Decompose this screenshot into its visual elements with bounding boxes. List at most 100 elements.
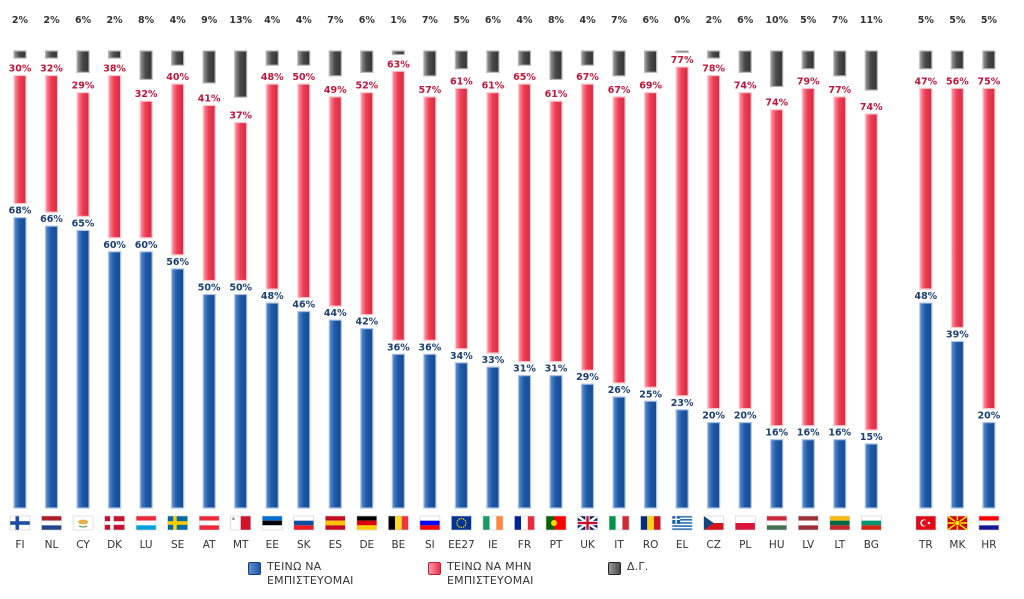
flag-sk-stripe-2 bbox=[293, 525, 314, 530]
label-trust-de: 42% bbox=[355, 317, 378, 328]
tick-label-fr: FR bbox=[518, 539, 531, 551]
flag-be-stripe-2 bbox=[401, 516, 409, 530]
label-trust-uk: 29% bbox=[576, 372, 599, 383]
tick-label-el: EL bbox=[676, 539, 689, 551]
label-distrust-lu: 32% bbox=[135, 89, 158, 100]
tick-label-se: SE bbox=[171, 539, 184, 551]
bar-trust-fr bbox=[517, 375, 532, 509]
legend-item-distrust: ΤΕΙΝΩ ΝΑ ΜΗΝ ΕΜΠΙΣΤΕΥΟΜΑΙ bbox=[428, 560, 567, 588]
label-dk-dk: 2% bbox=[107, 15, 124, 26]
flag-se-cross-h bbox=[167, 521, 188, 525]
label-distrust-mk: 56% bbox=[946, 76, 969, 87]
bar-dk-es bbox=[328, 50, 342, 77]
flag-eu-star-3 bbox=[460, 526, 463, 529]
label-distrust-es: 49% bbox=[324, 85, 347, 96]
label-distrust-lt: 77% bbox=[828, 85, 851, 96]
flag-eu-star-7 bbox=[456, 519, 459, 522]
label-trust-lv: 16% bbox=[797, 428, 820, 439]
tick-label-at: AT bbox=[203, 539, 216, 551]
flag-cz-white bbox=[703, 516, 724, 523]
label-trust-es: 44% bbox=[324, 308, 347, 319]
label-trust-sk: 46% bbox=[292, 300, 315, 311]
bar-dk-mt bbox=[234, 50, 248, 98]
tick-label-lv: LV bbox=[802, 539, 815, 551]
bar-trust-cy bbox=[76, 229, 90, 509]
label-trust-bg: 15% bbox=[860, 432, 883, 443]
tick-label-it: IT bbox=[614, 539, 624, 551]
label-distrust-pl: 74% bbox=[734, 81, 757, 92]
tick-label-ee27: EE27 bbox=[448, 539, 475, 551]
flag-de-stripe-0 bbox=[356, 516, 377, 521]
flag-pt-emblem bbox=[551, 520, 558, 526]
bar-trust-ie bbox=[486, 366, 500, 509]
flag-ee-stripe-0 bbox=[262, 516, 283, 521]
flag-dk-cross-h bbox=[104, 521, 125, 525]
tick-label-tr: TR bbox=[918, 539, 933, 551]
flag-pl-border bbox=[734, 515, 756, 531]
flag-pl-white bbox=[735, 516, 756, 523]
bar-trust-ee bbox=[265, 302, 279, 509]
flag-se-cross-v bbox=[173, 516, 177, 530]
flag-ie-stripe-0 bbox=[482, 516, 490, 530]
label-distrust-fr: 65% bbox=[513, 72, 536, 83]
flag-uk-red-v bbox=[586, 516, 589, 530]
label-dk-tr: 5% bbox=[918, 15, 935, 26]
flag-el-stripe-8 bbox=[672, 528, 693, 530]
bar-dk-pt bbox=[549, 50, 563, 80]
bar-dk-hr bbox=[982, 50, 996, 70]
label-distrust-tr: 47% bbox=[914, 76, 937, 87]
bar-distrust-bg bbox=[864, 113, 878, 431]
label-dk-es: 7% bbox=[327, 15, 344, 26]
tick-label-cz: CZ bbox=[706, 539, 721, 551]
bar-dk-pl bbox=[738, 50, 752, 73]
bar-distrust-nl bbox=[44, 74, 59, 213]
label-trust-dk: 60% bbox=[103, 240, 126, 251]
flag-be-stripe-1 bbox=[395, 516, 402, 530]
bar-distrust-at bbox=[202, 104, 216, 282]
label-dk-it: 7% bbox=[611, 15, 628, 26]
flag-eu-star-1 bbox=[464, 524, 467, 527]
flag-fi-cross-h bbox=[10, 521, 30, 525]
bar-trust-at bbox=[202, 293, 216, 509]
flag-at-border bbox=[198, 515, 220, 531]
bar-trust-si bbox=[423, 353, 437, 509]
flag-hu-stripe-0 bbox=[766, 516, 787, 521]
label-distrust-cy: 29% bbox=[72, 81, 95, 92]
bar-dk-ro bbox=[643, 50, 658, 73]
flag-fi-border bbox=[9, 515, 31, 531]
bar-distrust-de bbox=[360, 92, 374, 316]
bar-distrust-ee bbox=[265, 83, 279, 290]
bar-distrust-fi bbox=[13, 74, 27, 205]
flag-ro-border bbox=[640, 515, 661, 531]
flag-eu-star-10 bbox=[462, 518, 465, 520]
flag-lt-stripe-0 bbox=[829, 516, 850, 521]
label-trust-si: 36% bbox=[419, 342, 442, 353]
flag-ie-border bbox=[482, 515, 504, 531]
label-dk-ee: 4% bbox=[264, 15, 281, 26]
tick-label-ro: RO bbox=[643, 539, 659, 551]
flag-bg-stripe-2 bbox=[861, 525, 882, 530]
bar-trust-lu bbox=[139, 251, 153, 509]
flag-hu-stripe-1 bbox=[766, 520, 787, 526]
flag-lt-stripe-1 bbox=[829, 520, 850, 526]
bar-trust-se bbox=[171, 268, 185, 509]
legend-item-trust: ΤΕΙΝΩ ΝΑ ΕΜΠΙΣΤΕΥΟΜΑΙ bbox=[248, 560, 387, 588]
bar-trust-uk bbox=[580, 383, 595, 509]
bar-distrust-ie bbox=[486, 92, 500, 354]
flag-es-stripe-1 bbox=[325, 520, 346, 526]
tick-label-lt: LT bbox=[834, 539, 845, 551]
flag-fr-stripe-1 bbox=[521, 516, 528, 530]
stacked-bar-chart: 68% 30% 2% FI 66% 32% 2% NL 65% 29% 6% CY 60% 38% 2% DK… bbox=[9, 15, 1001, 551]
label-dk-mk: 5% bbox=[949, 15, 966, 26]
bar-dk-mk bbox=[950, 50, 964, 70]
flag-eu-star-11 bbox=[464, 519, 467, 522]
flag-si-stripe-0 bbox=[419, 516, 440, 521]
label-distrust-uk: 67% bbox=[576, 72, 599, 83]
bar-distrust-cy bbox=[76, 92, 90, 218]
bar-distrust-cz bbox=[707, 74, 721, 410]
flag-ro-stripe-2 bbox=[653, 516, 661, 530]
flag-hu-border bbox=[766, 515, 788, 531]
flag-eu-star-5 bbox=[456, 524, 459, 527]
tick-label-es: ES bbox=[329, 539, 343, 551]
